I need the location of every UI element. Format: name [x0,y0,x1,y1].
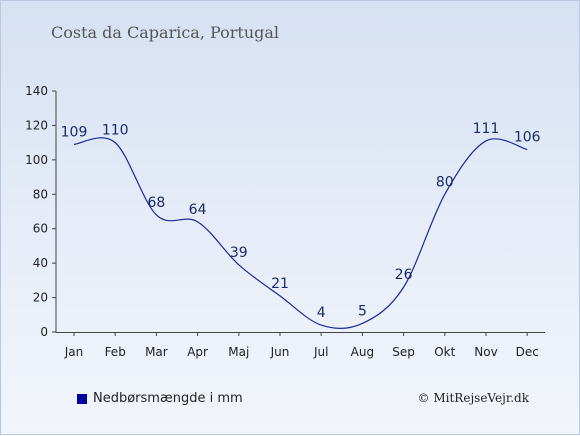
y-tick-label: 60 [33,222,48,236]
x-tick-label: Nov [474,345,497,359]
x-tick-label: Feb [105,345,126,359]
x-tick-label: Mar [145,345,168,359]
data-label: 39 [230,245,248,261]
y-tick-label: 0 [40,325,48,339]
x-tick-label: Aug [351,345,374,359]
y-tick-label: 120 [25,118,48,132]
x-tick-label: Jan [64,345,84,359]
data-label: 21 [271,276,289,292]
x-tick-label: Dec [516,345,539,359]
data-label: 109 [61,124,88,140]
legend: Nedbørsmængde i mm [77,391,243,406]
data-label: 4 [317,305,326,321]
legend-label: Nedbørsmængde i mm [93,391,243,406]
axes: 0 20 40 60 80 100 120 140 Jan Feb Mar Apr Maj Jun Jul A… [25,84,546,359]
data-label: 111 [473,121,500,137]
y-tick-label: 140 [25,84,48,98]
x-tick-label: Apr [187,345,208,359]
series-layer [73,137,528,329]
data-label: 110 [102,123,129,139]
data-label: 64 [189,202,207,218]
data-labels: 109 110 68 64 39 21 4 5 26 80 111 106 [61,121,541,321]
data-label: 106 [514,130,541,146]
legend-swatch [77,393,87,404]
data-label: 68 [147,195,165,211]
y-tick-label: 80 [33,187,48,201]
y-tick-label: 100 [25,153,48,167]
series-line [73,137,528,329]
data-label: 26 [395,267,413,283]
x-tick-label: Maj [228,345,249,359]
data-label: 5 [358,303,367,319]
x-tick-label: Okt [434,345,455,359]
y-tick-label: 20 [33,291,48,305]
data-label: 80 [436,174,454,190]
site-credit: © MitRejseVejr.dk [417,391,529,405]
chart-title: Costa da Caparica, Portugal [51,23,280,42]
x-tick-label: Jun [270,345,290,359]
y-tick-label: 40 [33,256,48,270]
x-tick-label: Sep [392,345,415,359]
x-tick-label: Jul [313,345,328,359]
